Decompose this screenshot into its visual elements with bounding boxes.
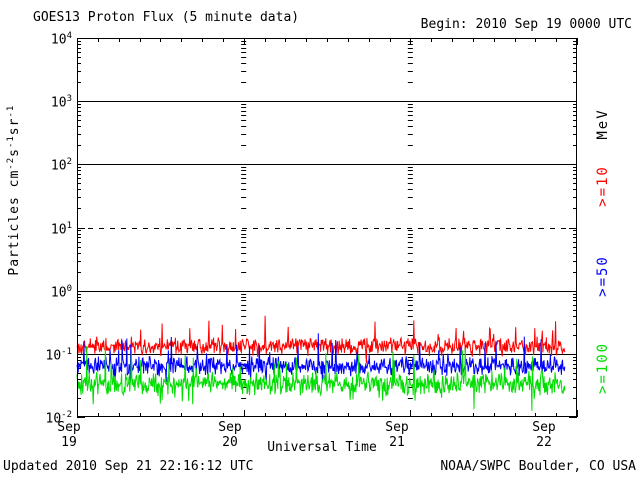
plot-title: GOES13 Proton Flux (5 minute data) bbox=[33, 10, 300, 25]
y-tick-label: 100 bbox=[50, 283, 72, 300]
agency-credit: NOAA/SWPC Boulder, CO USA bbox=[440, 459, 636, 474]
plot-svg bbox=[76, 38, 578, 418]
y-tick-label: 10-2 bbox=[45, 410, 73, 427]
y-tick-label: 101 bbox=[50, 220, 72, 237]
legend-channel-10: >=10 bbox=[595, 165, 611, 207]
x-axis-title: Universal Time bbox=[267, 440, 377, 455]
x-tick-label: Sep 19 bbox=[57, 420, 81, 450]
begin-time-label: Begin: 2010 Sep 19 0000 UTC bbox=[420, 17, 632, 32]
x-tick-label: Sep 21 bbox=[385, 420, 409, 450]
y-tick-label: 104 bbox=[50, 31, 72, 48]
y-axis-title: Particles cm-2s-1sr-1 bbox=[5, 104, 23, 276]
plot-frame bbox=[77, 38, 577, 417]
x-tick-label: Sep 20 bbox=[218, 420, 242, 450]
y-tick-label: 10-1 bbox=[45, 346, 73, 364]
flux-trace-100mev bbox=[76, 346, 566, 411]
x-tick-label: Sep 22 bbox=[532, 420, 556, 450]
updated-timestamp: Updated 2010 Sep 21 22:16:12 UTC bbox=[3, 459, 254, 474]
flux-trace-50mev bbox=[76, 333, 566, 383]
flux-trace-10mev bbox=[76, 315, 566, 364]
y-tick-label: 102 bbox=[50, 157, 72, 174]
y-tick-label: 103 bbox=[50, 94, 72, 111]
legend-channel-100: >=100 bbox=[595, 341, 611, 395]
legend-channel-50: >=50 bbox=[595, 255, 611, 297]
